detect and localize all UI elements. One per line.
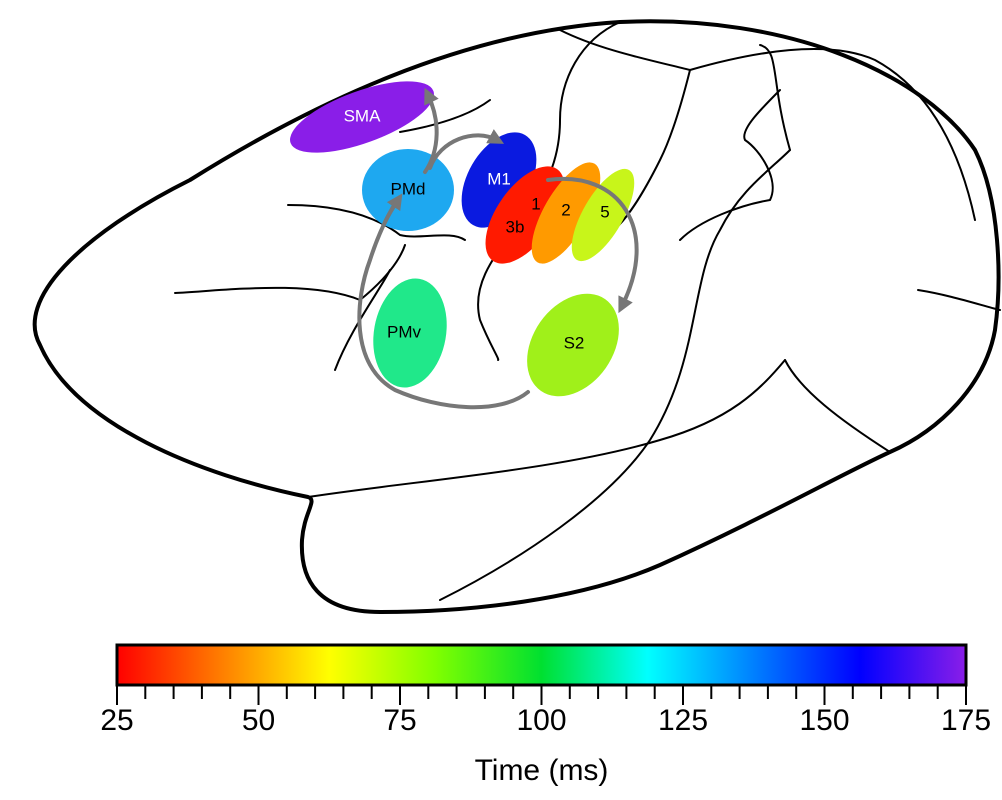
region (527, 293, 619, 397)
region (485, 166, 565, 264)
tick-label: 125 (658, 704, 708, 737)
region-label: M1 (487, 169, 511, 188)
colorbar-title: Time (ms) (475, 754, 609, 787)
flow-arrows (357, 87, 639, 410)
region (290, 81, 434, 153)
tick-label: 175 (941, 704, 991, 737)
region (531, 162, 601, 264)
region-label: 2 (561, 200, 570, 219)
tick-label: 150 (799, 704, 849, 737)
region-label: PMv (387, 322, 422, 341)
region (571, 168, 635, 262)
colorbar-fill (115, 643, 968, 687)
region-label: 5 (600, 202, 609, 221)
region-label: 3b (506, 217, 525, 236)
regions: SMA PMd M1 3b 1 2 5 S2 PMv (290, 81, 635, 397)
region-label: 1 (531, 194, 540, 213)
region-label: SMA (344, 106, 382, 125)
region-shapes (290, 81, 635, 397)
tick-label: 50 (242, 704, 275, 737)
brain-outline (32, 19, 1001, 614)
region-label: S2 (564, 333, 585, 352)
colorbar: 25 50 75 100 125 150 175 Time (ms) (100, 643, 991, 787)
tick-label: 25 (100, 704, 133, 737)
tick-label: 75 (383, 704, 416, 737)
region-label: PMd (391, 179, 426, 198)
tick-label: 100 (516, 704, 566, 737)
region (373, 278, 447, 388)
